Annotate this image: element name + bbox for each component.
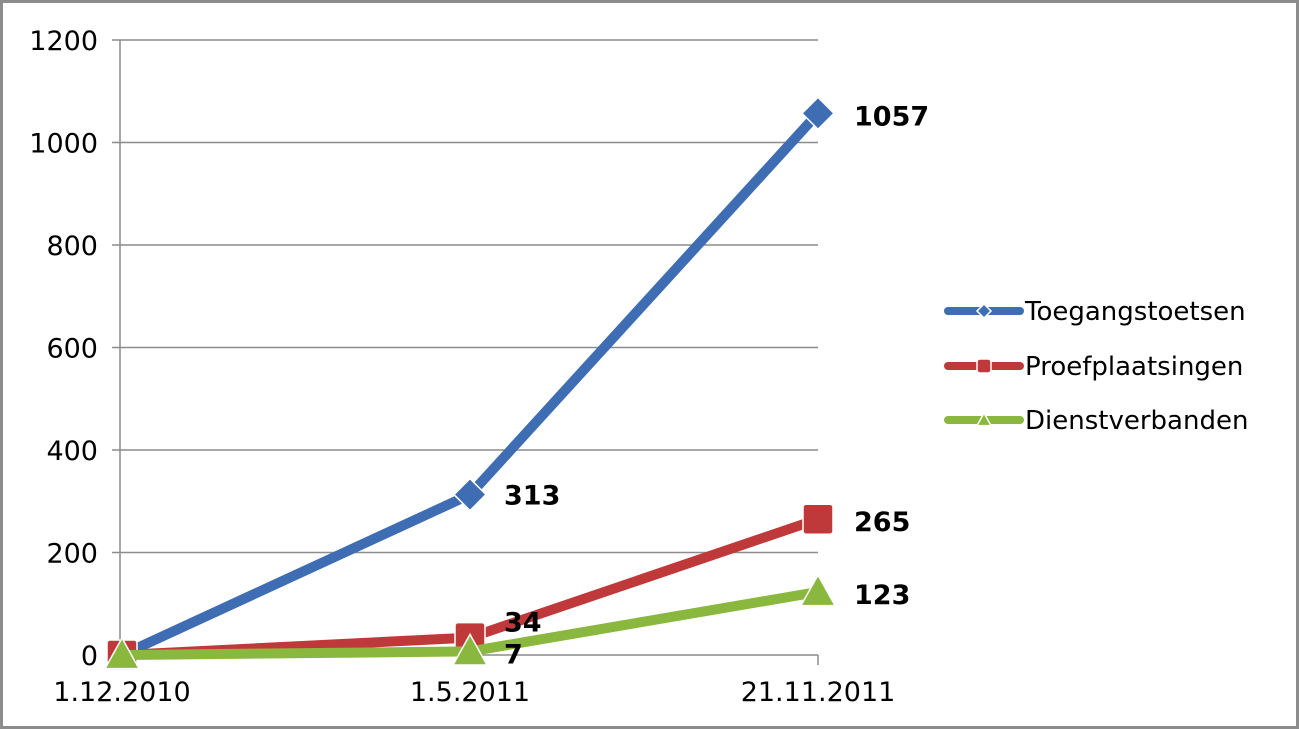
y-tick-label: 1000 <box>29 129 98 160</box>
gridlines <box>120 39 818 554</box>
data-labels: 313 1057 34 265 7 123 <box>504 101 929 670</box>
data-point <box>800 96 836 131</box>
legend-label: Dienstverbanden <box>1025 406 1248 436</box>
data-label: 7 <box>504 639 523 670</box>
y-tick-label: 400 <box>46 436 98 467</box>
y-tick-label: 1200 <box>29 26 98 57</box>
legend: Toegangstoetsen Proefplaatsingen Dienstver… <box>944 297 1248 436</box>
series-dienstverbanden <box>103 573 837 670</box>
y-tick-label: 0 <box>81 641 98 672</box>
series-toegangstoetsen <box>104 96 836 673</box>
x-tick-label: 1.5.2011 <box>410 677 530 708</box>
data-label: 34 <box>504 608 542 639</box>
data-point <box>452 477 488 512</box>
y-tick-label: 600 <box>46 334 98 365</box>
x-axis-ticks: 1.12.2010 1.5.2011 21.11.2011 <box>53 677 895 708</box>
series-layer <box>103 96 837 673</box>
data-label: 313 <box>504 481 560 512</box>
data-label: 265 <box>854 507 910 538</box>
legend-marker <box>975 302 993 320</box>
legend-label: Toegangstoetsen <box>1024 297 1246 327</box>
legend-item-dienstverbanden: Dienstverbanden <box>944 406 1248 436</box>
legend-marker <box>975 411 993 427</box>
legend-item-proefplaatsingen: Proefplaatsingen <box>944 352 1243 382</box>
legend-item-toegangstoetsen: Toegangstoetsen <box>944 297 1246 327</box>
data-point <box>451 632 489 666</box>
y-axis-ticks: 0 200 400 600 800 1000 1200 <box>29 26 98 672</box>
data-point <box>103 636 141 670</box>
legend-label: Proefplaatsingen <box>1025 352 1243 382</box>
data-label: 1057 <box>854 101 929 132</box>
legend-marker <box>976 358 992 374</box>
x-tick-label: 1.12.2010 <box>53 677 190 708</box>
y-tick-label: 200 <box>46 539 98 570</box>
x-tick-label: 21.11.2011 <box>741 677 896 708</box>
data-label: 123 <box>854 580 910 611</box>
data-point <box>802 503 834 535</box>
axes <box>112 39 819 665</box>
series-line <box>117 108 823 660</box>
y-tick-label: 800 <box>46 231 98 262</box>
data-point <box>799 573 837 607</box>
